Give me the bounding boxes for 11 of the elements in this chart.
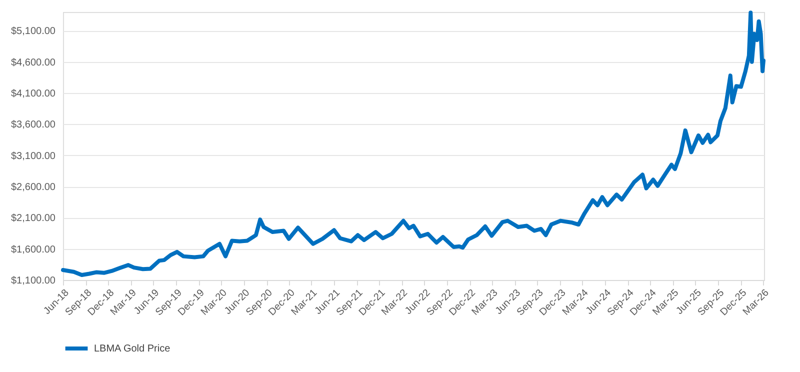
y-tick-label: $2,100.00 <box>11 213 56 224</box>
y-tick-label: $5,100.00 <box>11 26 56 38</box>
y-tick-label: $4,600.00 <box>11 57 56 68</box>
line-series <box>61 10 766 278</box>
y-tick-label: $3,100.00 <box>11 150 56 162</box>
legend-label: LBMA Gold Price <box>94 344 171 354</box>
y-tick-label: $1,600.00 <box>11 244 56 256</box>
y-tick-label: $1,100.00 <box>11 276 56 286</box>
y-tick-label: $4,100.00 <box>11 88 56 100</box>
y-tick-label: $2,600.00 <box>11 182 56 194</box>
y-tick-label: $3,600.00 <box>11 120 56 131</box>
